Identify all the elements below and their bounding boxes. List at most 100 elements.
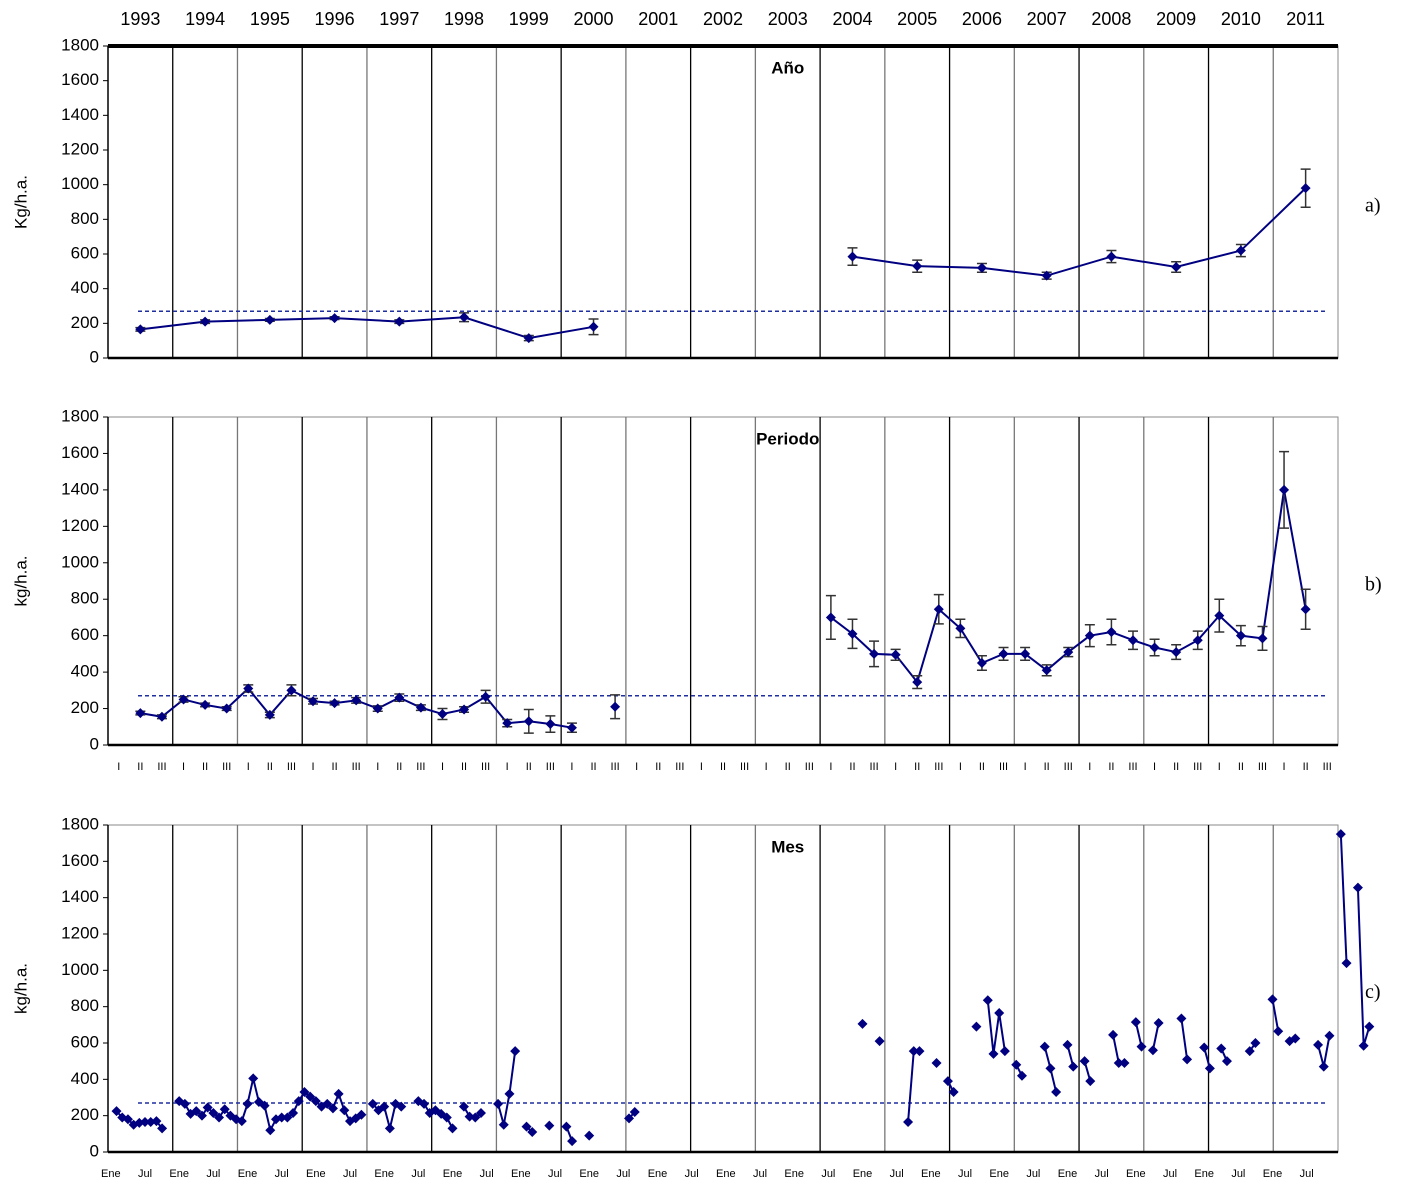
point: [288, 1107, 299, 1118]
point: [1130, 1017, 1141, 1028]
y-tick-label: 400: [71, 278, 99, 297]
point: [1149, 642, 1160, 653]
x-tick-label: II: [1173, 761, 1179, 773]
x-tick-label: Jul: [616, 1168, 630, 1180]
point: [912, 261, 923, 272]
y-axis-label: Kg/h.a.: [11, 175, 30, 229]
point: [1216, 1043, 1227, 1054]
point: [610, 701, 621, 712]
point: [419, 1098, 430, 1109]
point: [1062, 1039, 1073, 1050]
panel-label: a): [1365, 195, 1381, 217]
point: [200, 316, 211, 327]
point: [857, 1018, 868, 1029]
y-tick-label: 600: [71, 243, 99, 262]
point: [955, 623, 966, 634]
x-tick-label: III: [1064, 761, 1073, 773]
x-tick-label: I: [894, 761, 897, 773]
y-tick-label: 0: [90, 734, 99, 753]
chart-title: Año: [771, 58, 804, 77]
point: [367, 1098, 378, 1109]
point: [493, 1098, 504, 1109]
x-tick-label: I: [117, 761, 120, 773]
x-tick-label: I: [311, 761, 314, 773]
point: [310, 1096, 321, 1107]
x-tick-label: I: [765, 761, 768, 773]
point: [459, 704, 470, 715]
x-tick-label: Jul: [1300, 1168, 1314, 1180]
point: [624, 1113, 635, 1124]
point: [1214, 610, 1225, 621]
x-tick-label: Ene: [784, 1168, 804, 1180]
y-tick-label: 1200: [61, 923, 99, 942]
point: [178, 694, 189, 705]
point: [470, 1112, 481, 1123]
x-tick-label: Ene: [921, 1168, 941, 1180]
x-tick-label: Ene: [511, 1168, 531, 1180]
x-tick-label: 2003: [768, 9, 808, 29]
x-tick-label: I: [700, 761, 703, 773]
point: [384, 1123, 395, 1134]
point: [1257, 633, 1268, 644]
x-tick-label: III: [675, 761, 684, 773]
point: [1051, 1087, 1062, 1098]
point: [521, 1121, 532, 1132]
point: [459, 312, 470, 323]
point: [480, 691, 491, 702]
point: [1106, 627, 1117, 638]
y-tick-label: 400: [71, 662, 99, 681]
x-tick-label: II: [1238, 761, 1244, 773]
point: [1267, 994, 1278, 1005]
x-tick-label: II: [396, 761, 402, 773]
point: [1341, 958, 1352, 969]
point: [441, 1112, 452, 1123]
point: [394, 692, 405, 703]
x-tick-label: Jul: [206, 1168, 220, 1180]
point: [912, 677, 923, 688]
x-tick-label: II: [1303, 761, 1309, 773]
point: [931, 1057, 942, 1068]
point: [1300, 183, 1311, 194]
series-line: [140, 489, 1307, 729]
x-tick-label: Jul: [343, 1168, 357, 1180]
x-tick-label: Ene: [579, 1168, 599, 1180]
point: [544, 1120, 555, 1131]
point: [1084, 630, 1095, 641]
x-tick-label: 2000: [574, 9, 614, 29]
point: [1147, 1045, 1158, 1056]
point: [1171, 647, 1182, 658]
point: [396, 1101, 407, 1112]
x-tick-label: II: [979, 761, 985, 773]
point: [282, 1112, 293, 1123]
x-tick-label: Jul: [1095, 1168, 1109, 1180]
x-tick-label: Ene: [648, 1168, 668, 1180]
x-tick-label: III: [1193, 761, 1202, 773]
point: [1039, 1041, 1050, 1052]
point: [200, 699, 211, 710]
x-tick-label: 2006: [962, 9, 1002, 29]
point: [135, 324, 146, 335]
x-tick-label: III: [740, 761, 749, 773]
y-tick-label: 1200: [61, 139, 99, 158]
point: [415, 702, 426, 713]
point: [504, 1088, 515, 1099]
x-tick-label: I: [570, 761, 573, 773]
x-tick-label: Jul: [890, 1168, 904, 1180]
point: [447, 1123, 458, 1134]
x-tick-label: II: [914, 761, 920, 773]
y-tick-label: 1800: [61, 814, 99, 833]
point: [1041, 270, 1052, 281]
point: [1221, 1056, 1232, 1067]
point: [1068, 1061, 1079, 1072]
x-tick-label: I: [441, 761, 444, 773]
x-tick-label: Ene: [989, 1168, 1009, 1180]
point: [329, 313, 340, 324]
point: [1300, 604, 1311, 615]
point: [1119, 1057, 1130, 1068]
x-tick-label: III: [934, 761, 943, 773]
x-tick-label: Jul: [1026, 1168, 1040, 1180]
point: [1153, 1018, 1164, 1029]
point: [523, 716, 534, 727]
point: [339, 1105, 350, 1116]
